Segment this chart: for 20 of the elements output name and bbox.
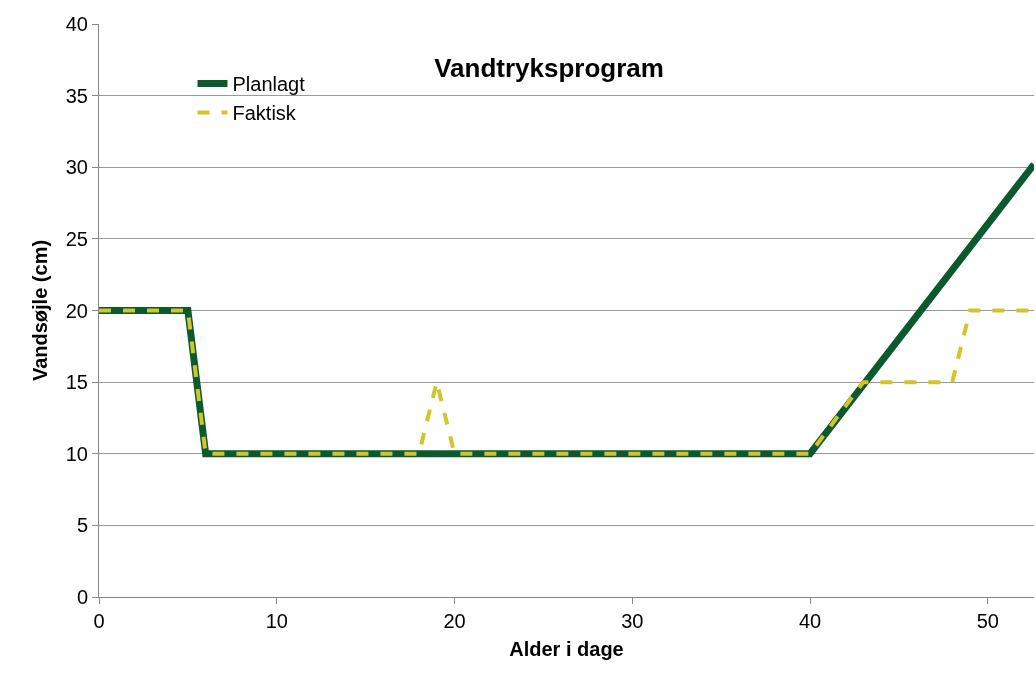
x-tick-label: 50	[976, 610, 999, 632]
y-tick-label: 40	[65, 13, 88, 35]
x-tick-label: 40	[798, 610, 822, 632]
y-tick-label: 5	[76, 514, 88, 537]
y-tick-label: 20	[65, 299, 88, 322]
y-tick-label: 0	[76, 586, 88, 608]
x-tick-label: 0	[93, 610, 105, 632]
y-tick-label: 25	[65, 227, 88, 250]
x-axis-title: Alder i dage	[509, 637, 624, 660]
legend-label: Planlagt	[232, 73, 306, 96]
x-tick-label: 20	[443, 610, 466, 632]
y-tick-label: 10	[65, 442, 88, 465]
y-axis-title: Vandsøjle (cm)	[29, 239, 52, 382]
y-tick-label: 35	[65, 84, 88, 107]
y-tick-label: 15	[65, 371, 88, 394]
x-tick-label: 10	[265, 610, 288, 632]
text: Vandtryksprogram	[434, 53, 664, 83]
legend-label: Faktisk	[232, 102, 297, 125]
y-tick-label: 30	[65, 156, 88, 179]
x-tick-label: 30	[621, 610, 644, 632]
